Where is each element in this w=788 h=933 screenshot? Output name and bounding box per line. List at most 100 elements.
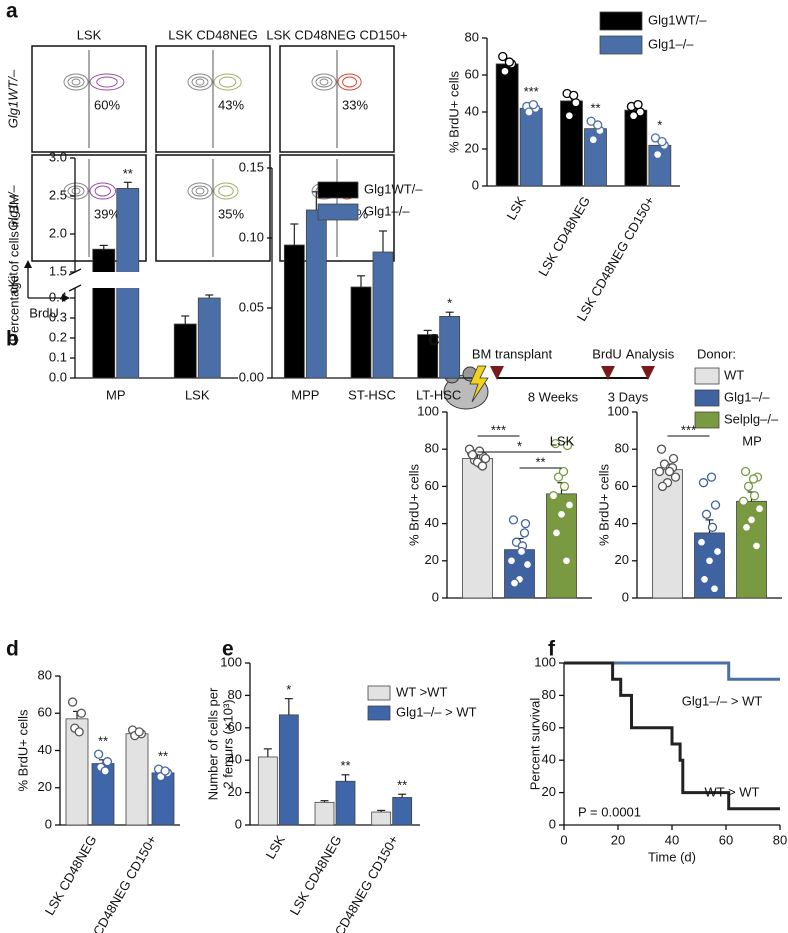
bar: [278, 714, 299, 826]
gated-contour: [89, 73, 125, 91]
plot-frame: [279, 45, 395, 153]
data-point: [709, 584, 720, 594]
y-tick-label: 100: [534, 654, 556, 669]
y-axis-label: 2 femurs (×10³): [220, 699, 235, 788]
data-point: [593, 120, 603, 130]
column-title: LSK CD48NEG: [168, 27, 258, 42]
y-axis-label: % BrdU+ cells: [446, 71, 461, 153]
y-tick-label: 0.15: [239, 159, 264, 174]
legend-label: Glg1–/– > WT: [396, 704, 477, 719]
series-label: Glg1–/– > WT: [682, 693, 763, 708]
x-tick-label: LSK: [503, 193, 528, 222]
y-tick-label: 60: [542, 719, 556, 734]
plot-frame: [155, 45, 271, 153]
y-tick-label: 60: [465, 66, 479, 81]
legend-label: Glg1–/–: [364, 203, 410, 218]
timeline-interval: 3 Days: [608, 389, 649, 404]
data-point: [516, 546, 527, 557]
legend-label: Glg1–/–: [648, 36, 694, 51]
bar: [314, 801, 335, 826]
bar: [652, 469, 683, 599]
data-point: [696, 537, 707, 547]
y-axis-label: % BrdU+ cells: [15, 709, 30, 791]
data-point: [738, 496, 749, 506]
y-tick-label: 20: [615, 552, 629, 567]
bar: [392, 797, 413, 826]
y-axis-label: cKit: [5, 272, 20, 294]
significance: *: [517, 438, 522, 453]
column-title: LSK: [77, 27, 102, 42]
bar: [495, 63, 519, 187]
data-point: [741, 522, 752, 532]
data-point: [701, 509, 712, 519]
y-tick-label: 3.0: [49, 149, 67, 164]
series-label: WT > WT: [704, 784, 759, 799]
legend-label: Glg1WT/–: [648, 12, 707, 27]
bar: [197, 297, 221, 379]
data-point: [748, 474, 759, 484]
data-point: [699, 574, 710, 585]
data-point: [561, 556, 572, 566]
y-tick-label: 60: [38, 705, 52, 720]
y-tick-label: 0: [549, 816, 556, 831]
x-tick-label: 20: [611, 832, 625, 847]
legend-swatch: [694, 389, 720, 407]
data-point: [506, 556, 517, 566]
significance: ***: [681, 422, 696, 437]
ungated-contour: [63, 182, 89, 200]
plot-frame: [279, 154, 395, 262]
bar: [371, 811, 392, 826]
legend-title: Donor:: [697, 346, 736, 361]
arrow-head: [62, 294, 70, 302]
panel-letter: a: [6, 0, 18, 23]
significance: **: [340, 758, 350, 773]
y-tick-label: 80: [465, 29, 479, 44]
data-point: [74, 727, 84, 737]
data-point: [67, 697, 78, 707]
y-tick-label: 40: [38, 742, 52, 757]
panel-letter: e: [222, 638, 234, 661]
bar: [462, 458, 493, 599]
y-axis-label: Percentage of cells in BM: [6, 194, 21, 341]
y-tick-label: 20: [425, 552, 439, 567]
ungated-contour: [63, 73, 89, 91]
legend-label: Glg1–/–: [724, 389, 770, 404]
bar: [335, 780, 356, 826]
data-point: [707, 522, 718, 532]
bar: [546, 493, 577, 599]
plot-frame: [31, 154, 147, 262]
timeline-marker: [601, 366, 615, 380]
data-point: [698, 478, 709, 488]
x-tick-label: LT-HSC: [416, 387, 461, 402]
plot-frame: [31, 45, 147, 153]
x-tick-label: LSK: [263, 832, 288, 861]
y-tick-label: 2.0: [49, 225, 67, 240]
data-point: [102, 757, 113, 767]
gate-percent: 35%: [218, 206, 244, 221]
y-tick-label: 100: [607, 403, 629, 418]
significance: *: [657, 117, 662, 132]
bar: [372, 251, 394, 379]
y-tick-label: 40: [615, 515, 629, 530]
significance: **: [535, 454, 545, 469]
significance: ***: [491, 422, 506, 437]
survival-line: [564, 661, 780, 811]
data-point: [477, 461, 488, 471]
data-point: [754, 504, 765, 514]
y-tick-label: 40: [425, 515, 439, 530]
data-point: [558, 466, 569, 477]
data-point: [704, 556, 715, 566]
bar: [257, 756, 278, 826]
data-point: [474, 446, 485, 456]
annotation: P = 0.0001: [578, 804, 641, 819]
x-tick-label: 0: [560, 832, 567, 847]
significance: *: [447, 296, 452, 311]
data-point: [500, 66, 510, 76]
data-point: [528, 99, 539, 110]
data-point: [508, 515, 519, 525]
gated-contour: [89, 182, 117, 200]
lightning: [469, 365, 489, 403]
data-point: [710, 500, 721, 510]
y-tick-label: 1.5: [49, 263, 67, 278]
data-point: [569, 90, 579, 100]
